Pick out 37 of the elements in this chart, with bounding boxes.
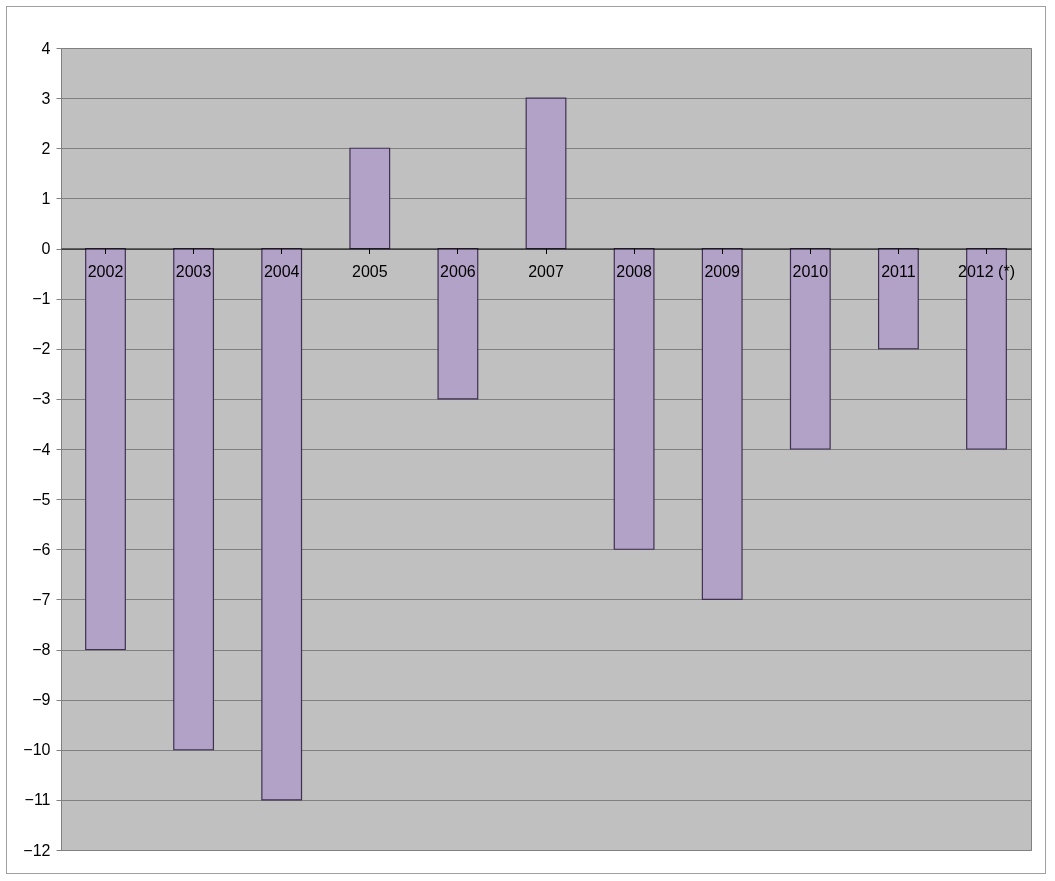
y-tick-label: 0 [41, 240, 51, 257]
y-tick-label: −3 [32, 390, 51, 408]
y-tick-label: −10 [23, 741, 51, 759]
y-tick-label: −11 [24, 791, 51, 809]
y-tick-label: −2 [32, 340, 51, 358]
bar [85, 247, 126, 651]
y-tick-label: −9 [32, 691, 51, 709]
x-tick-label: 2008 [616, 263, 652, 280]
y-tick-label: −6 [32, 540, 51, 558]
x-tick-label: 2009 [704, 263, 741, 280]
x-tick-label: 2003 [175, 263, 212, 280]
y-tick-label: −8 [32, 641, 51, 658]
x-tick-label: 2007 [528, 263, 564, 280]
y-tick-label: 4 [41, 39, 51, 57]
x-tick-label: 2005 [352, 263, 388, 280]
y-tick-label: −1 [32, 290, 51, 308]
bar [789, 247, 831, 450]
bar [701, 247, 743, 600]
bar [173, 247, 215, 751]
y-tick-label: −5 [32, 490, 51, 508]
y-tick-label: 1 [41, 189, 51, 207]
bar [877, 247, 919, 350]
bar [261, 247, 303, 801]
y-tick-label: 3 [41, 89, 51, 107]
x-tick-label: 2006 [440, 263, 476, 280]
x-tick-label: 2002 [87, 263, 124, 280]
y-tick-label: 2 [41, 139, 51, 157]
bar [349, 147, 391, 250]
bar [613, 247, 655, 550]
y-tick-label: −4 [32, 440, 51, 458]
y-tick-label: −12 [23, 841, 51, 859]
x-tick-label: 2010 [792, 263, 829, 280]
bar [437, 247, 479, 400]
x-tick-label: 2011 [881, 263, 916, 280]
y-tick-label: −7 [32, 590, 51, 608]
bar [525, 97, 567, 250]
x-tick-label: 2004 [263, 263, 300, 280]
